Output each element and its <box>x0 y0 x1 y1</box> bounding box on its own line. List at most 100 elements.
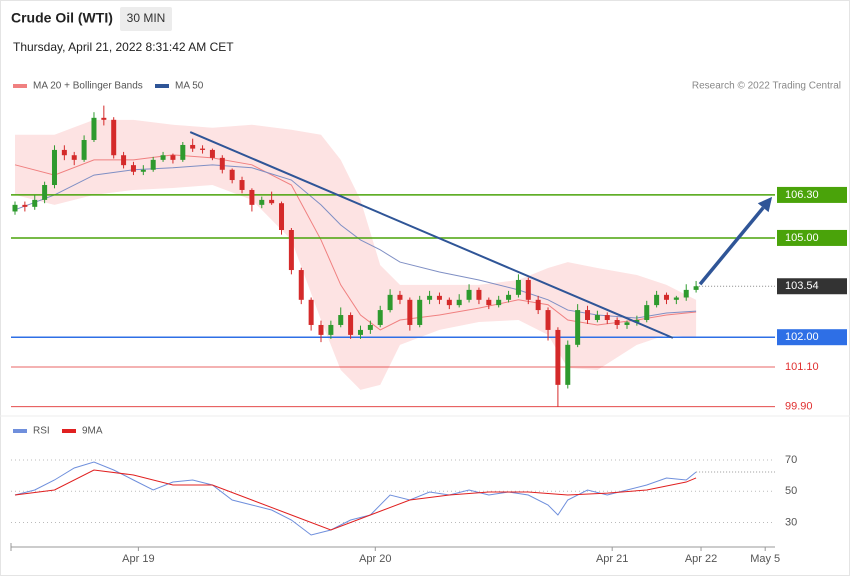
candle-body <box>81 140 87 160</box>
candle-body <box>239 180 245 190</box>
candle-body <box>42 185 48 200</box>
candle-body <box>466 289 472 300</box>
candle-body <box>170 155 176 160</box>
candle-body <box>407 299 413 325</box>
candle-body <box>357 329 363 335</box>
candle-body <box>535 299 541 311</box>
candle-body <box>219 157 225 170</box>
legend-swatch <box>13 429 27 433</box>
legend-label: 9MA <box>82 426 103 437</box>
candle-body <box>506 294 512 300</box>
candle-body <box>150 159 156 170</box>
candle-body <box>160 155 166 160</box>
legend-swatch <box>155 84 169 88</box>
candle-body <box>22 204 28 207</box>
level-label-box <box>777 278 847 295</box>
candle-body <box>51 149 57 185</box>
candle-body <box>575 310 581 345</box>
candle-body <box>200 148 206 150</box>
chart-title: Crude Oil (WTI) <box>11 10 113 26</box>
candle-body <box>446 299 452 306</box>
candle-body <box>61 149 67 156</box>
legend-label: RSI <box>33 426 50 437</box>
candle-body <box>209 149 215 158</box>
subtitle: Thursday, April 21, 2022 8:31:42 AM CET <box>13 40 234 54</box>
candle-body <box>259 199 265 205</box>
candle-body <box>279 203 285 230</box>
candle-body <box>367 324 373 330</box>
x-tick-label: May 5 <box>750 553 780 565</box>
candle-body <box>545 310 551 330</box>
candle-body <box>565 344 571 385</box>
level-label: 103.54 <box>785 280 819 292</box>
candle-body <box>180 144 186 160</box>
candle-body <box>673 297 679 300</box>
candle-body <box>486 299 492 306</box>
candle-body <box>338 315 344 325</box>
rsi-line <box>14 469 697 531</box>
candle-body <box>427 295 433 300</box>
candle-body <box>101 117 107 120</box>
candle-body <box>624 322 630 325</box>
candle-body <box>190 144 196 149</box>
candle-body <box>525 279 531 300</box>
candle-body <box>121 155 127 166</box>
candle-body <box>496 299 502 306</box>
candle-body <box>476 289 482 300</box>
legend-swatch <box>62 429 76 433</box>
rsi-tick-label: 70 <box>785 454 797 466</box>
candle-body <box>654 294 660 306</box>
forecast-arrow <box>698 206 765 286</box>
x-tick-label: Apr 20 <box>359 553 391 565</box>
level-label: 99.90 <box>785 401 813 413</box>
x-tick-label: Apr 22 <box>685 553 717 565</box>
legend-label: MA 20 + Bollinger Bands <box>33 81 143 92</box>
legend-label: MA 50 <box>175 81 204 92</box>
x-tick-label: Apr 21 <box>596 553 628 565</box>
candle-body <box>91 117 97 140</box>
credit: Research © 2022 Trading Central <box>692 81 841 92</box>
candle-body <box>585 310 591 320</box>
candle-body <box>269 199 275 204</box>
level-label: 105.00 <box>785 232 819 244</box>
candle-body <box>130 165 136 172</box>
candle-body <box>249 189 255 205</box>
candle-body <box>229 169 235 181</box>
candle-body <box>348 315 354 335</box>
candle-body <box>71 155 77 160</box>
candle-body <box>377 310 383 325</box>
candle-body <box>683 289 689 298</box>
candle-body <box>397 294 403 300</box>
rsi-tick-label: 50 <box>785 485 797 497</box>
candle-body <box>555 329 561 385</box>
candle-body <box>614 320 620 325</box>
candle-body <box>634 320 640 323</box>
legend-swatch <box>13 84 27 88</box>
level-label-box <box>777 186 847 203</box>
level-label-box <box>777 229 847 246</box>
candle-body <box>328 324 334 335</box>
level-label-box <box>777 329 847 346</box>
bollinger-band <box>15 119 697 390</box>
candle-body <box>288 230 294 271</box>
candle-body <box>111 119 117 156</box>
candle-body <box>140 169 146 172</box>
candle-body <box>12 204 18 212</box>
candle-body <box>417 299 423 325</box>
candle-body <box>594 315 600 320</box>
timeframe: 30 MIN <box>127 11 166 25</box>
candle-body <box>298 270 304 300</box>
candle-body <box>456 299 462 306</box>
candle-body <box>436 295 442 300</box>
candle-body <box>387 294 393 311</box>
candle-body <box>693 286 699 290</box>
level-label: 101.10 <box>785 361 819 373</box>
candle-body <box>515 279 521 295</box>
level-label: 102.00 <box>785 331 819 343</box>
candle-body <box>604 315 610 320</box>
x-tick-label: Apr 19 <box>122 553 154 565</box>
arrow-head <box>757 196 773 213</box>
candle-body <box>308 299 314 325</box>
